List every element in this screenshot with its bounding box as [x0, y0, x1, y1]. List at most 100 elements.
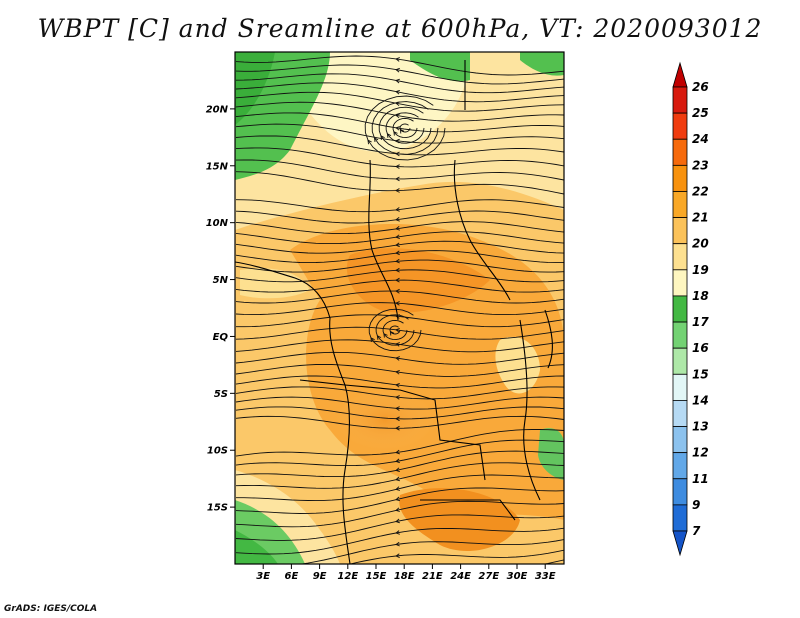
x-tick-label: 30E	[507, 571, 528, 582]
streamline-arrow	[395, 258, 400, 264]
wbpt-field-core	[335, 390, 435, 450]
colorbar-label: 12	[692, 446, 709, 460]
colorbar: 26 25 24 23 22 21 20 19 18 17 16 15 14 13 12 11 9 7	[672, 61, 709, 557]
streamline	[235, 514, 564, 541]
streamline-arrow	[395, 476, 401, 482]
colorbar-label: 21	[692, 211, 709, 225]
x-tick-label: 18E	[394, 571, 415, 582]
streamline	[235, 147, 564, 168]
streamline	[235, 269, 564, 283]
streamline	[348, 549, 564, 564]
streamline	[235, 406, 564, 420]
grads-credit: GrADS: IGES/COLA	[4, 604, 98, 614]
wbpt-field-21	[290, 223, 564, 520]
streamline-arrow	[380, 135, 385, 140]
streamline-arrow	[376, 335, 382, 340]
streamline	[235, 500, 564, 528]
streamline	[235, 375, 564, 389]
x-tick-label: 6E	[285, 571, 299, 582]
lake-victoria	[544, 309, 553, 369]
colorbar-label: 14	[692, 393, 709, 407]
streamline	[235, 171, 564, 195]
map-frame	[234, 51, 565, 565]
wbpt-field-17-ne	[520, 52, 564, 76]
streamline-arrow	[395, 267, 400, 273]
streamline-arrow	[395, 188, 400, 193]
streamline-arrow	[395, 250, 400, 256]
colorbar-label: 11	[692, 472, 709, 486]
streamline	[236, 314, 564, 328]
streamline	[235, 123, 564, 144]
streamline-arrow	[396, 565, 400, 569]
streamline-arrow	[395, 242, 400, 248]
streamline-arrow	[395, 126, 400, 131]
streamline-arrow	[395, 78, 400, 84]
streamline-arrow	[395, 416, 400, 422]
colorbar-segment	[672, 112, 688, 140]
colorbar-label: 20	[692, 237, 709, 251]
colorbar-min-triangle	[672, 530, 688, 557]
colorbar-label: 7	[692, 524, 701, 538]
colorbar-segment	[672, 269, 688, 297]
streamline	[235, 279, 564, 293]
x-tick-label: 33E	[535, 571, 556, 582]
streamline	[235, 210, 564, 224]
streamline	[235, 250, 564, 264]
streamline-arrow	[395, 406, 400, 411]
colorbar-label: 23	[692, 158, 709, 172]
colorbar-label: 15	[692, 367, 709, 381]
streamline-arrow	[395, 113, 400, 119]
wbpt-field-18-north	[300, 52, 470, 152]
wbpt-field-19-east	[495, 336, 540, 394]
streamline	[235, 231, 564, 245]
streamline	[235, 487, 564, 514]
chart-title: WBPT [C] and Sreamline at 600hPa, VT: 20…	[37, 14, 763, 43]
streamlines	[235, 55, 564, 569]
x-axis: 3E 6E 9E 12E 15E 18E 21E 24E 27E 30E 33E	[256, 564, 556, 582]
y-tick-label: 20N	[206, 104, 229, 115]
streamline-arrow	[393, 130, 398, 136]
streamline-arrow	[395, 425, 400, 431]
map-area	[235, 52, 564, 569]
y-tick-label: 15N	[206, 161, 229, 172]
x-tick-label: 21E	[422, 571, 443, 582]
streamline-arrow	[367, 139, 372, 145]
x-tick-label: 27E	[478, 571, 499, 582]
streamline-arrow	[395, 67, 400, 73]
colorbar-segment	[672, 243, 688, 271]
wbpt-field-16-sw	[235, 530, 278, 564]
colorbar-segment	[672, 86, 688, 114]
streamline-arrow	[395, 486, 401, 491]
streamline	[235, 64, 564, 85]
streamline-arrow	[395, 164, 400, 169]
colorbar-segment	[672, 373, 688, 401]
streamline-arrow	[395, 507, 400, 512]
streamline	[235, 415, 564, 429]
colorbar-label: 9	[692, 498, 700, 512]
colorbar-segment	[672, 217, 688, 245]
border-line-1	[368, 159, 399, 321]
colorbar-segment	[672, 191, 688, 218]
streamline-arrow	[395, 277, 400, 283]
streamline	[235, 351, 564, 365]
streamline	[235, 290, 564, 304]
colorbar-label: 16	[692, 341, 709, 355]
streamline-arrow	[395, 530, 400, 535]
streamline-arrow	[395, 467, 400, 473]
streamline	[235, 450, 564, 478]
streamline-arrow	[395, 458, 400, 464]
streamline-arrow	[395, 518, 400, 524]
streamline-arrow	[395, 369, 400, 375]
streamline	[235, 73, 564, 94]
streamline-arrow	[395, 234, 400, 240]
colorbar-segment	[672, 321, 688, 349]
west-coast	[235, 261, 351, 564]
streamline-arrow	[386, 133, 392, 138]
streamline-arrow	[383, 332, 388, 338]
colorbar-segment	[672, 295, 688, 323]
streamline-arrow	[370, 337, 375, 342]
streamline-arrow	[395, 342, 400, 347]
border-line-5	[299, 379, 346, 386]
colorbar-segment	[672, 347, 688, 375]
